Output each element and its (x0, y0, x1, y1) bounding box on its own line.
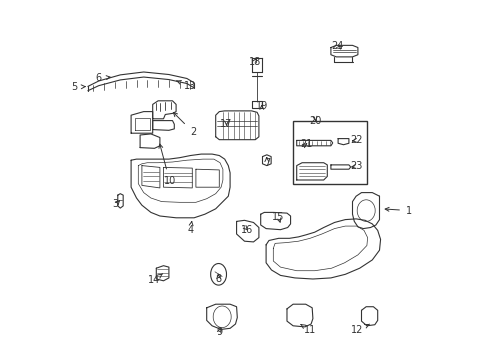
Text: 16: 16 (241, 225, 253, 235)
Text: 6: 6 (96, 73, 110, 84)
Text: 2: 2 (173, 113, 196, 138)
Text: 24: 24 (330, 41, 343, 51)
Text: 9: 9 (216, 327, 222, 337)
Text: 8: 8 (215, 274, 221, 284)
Text: 14: 14 (147, 274, 163, 285)
Text: 21: 21 (300, 139, 312, 149)
Text: 18: 18 (248, 57, 260, 67)
Text: 13: 13 (177, 81, 196, 91)
Text: 17: 17 (220, 119, 232, 129)
Text: 4: 4 (187, 221, 193, 235)
Text: 3: 3 (112, 199, 119, 210)
Text: 12: 12 (350, 324, 369, 336)
Text: 15: 15 (272, 212, 284, 222)
Bar (292, 121, 366, 184)
Text: 10: 10 (159, 144, 175, 186)
Text: 23: 23 (350, 161, 362, 171)
Text: 11: 11 (300, 324, 316, 336)
Text: 1: 1 (385, 206, 411, 216)
Text: 20: 20 (309, 116, 321, 126)
Text: 5: 5 (71, 82, 85, 92)
Text: 22: 22 (350, 135, 362, 145)
Text: 7: 7 (263, 158, 269, 168)
Text: 19: 19 (255, 101, 267, 111)
